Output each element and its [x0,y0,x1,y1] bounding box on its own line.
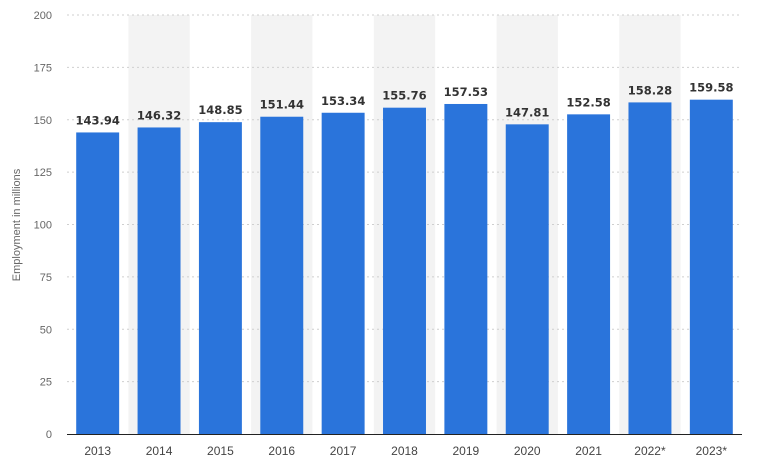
data-label: 153.34 [321,94,365,108]
bar [321,112,365,435]
y-tick-label: 100 [34,220,52,232]
bar [444,103,488,435]
y-tick-label: 50 [40,324,52,336]
data-label: 148.85 [198,103,242,117]
data-labels: 143.94 146.32 148.85 151.44 153.34 155.76 157.… [75,81,733,128]
x-axis-ticks: 2013 2014 2015 2016 2017 2018 2019 2020 2021 2022… [84,444,727,458]
bar [383,107,426,434]
bar [628,102,672,435]
bar [505,124,549,435]
bars [76,99,733,435]
bar [689,99,733,434]
x-tick-label: 2016 [268,444,295,458]
data-label: 157.53 [444,85,488,99]
y-tick-label: 0 [46,429,52,441]
y-axis-label: Employment in millions [11,168,23,281]
x-tick-label: 2019 [453,444,480,458]
bar [76,132,120,435]
x-tick-label: 2017 [330,444,357,458]
y-tick-label: 150 [34,115,52,127]
data-label: 158.28 [628,83,672,97]
x-tick-label: 2022* [634,444,666,458]
y-tick-label: 25 [40,377,52,389]
data-label: 152.58 [566,95,610,109]
y-axis-ticks: 0 25 50 75 100 125 150 175 200 [34,10,52,441]
data-label: 151.44 [260,98,304,112]
x-tick-label: 2020 [514,444,541,458]
x-tick-label: 2015 [207,444,234,458]
bar [198,122,242,435]
x-tick-label: 2018 [391,444,418,458]
data-label: 143.94 [75,113,119,127]
bar [567,114,611,434]
data-label: 159.58 [689,81,733,95]
x-tick-label: 2021 [575,444,602,458]
y-tick-label: 75 [40,272,52,284]
bar [137,127,181,435]
data-label: 146.32 [137,108,181,122]
x-tick-label: 2023* [696,444,728,458]
data-label: 155.76 [382,89,426,103]
bar [260,116,304,434]
x-tick-label: 2013 [84,444,111,458]
y-tick-label: 175 [34,62,52,74]
y-tick-label: 125 [34,167,52,179]
data-label: 147.81 [505,105,549,119]
y-tick-label: 200 [34,10,52,22]
x-tick-label: 2014 [146,444,173,458]
